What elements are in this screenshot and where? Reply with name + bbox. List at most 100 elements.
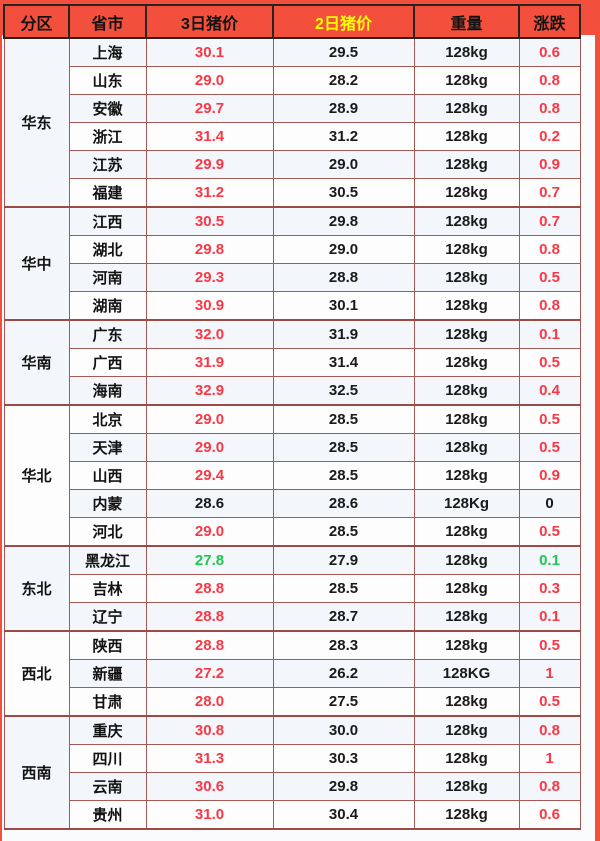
table-row: 贵州 31.0 30.4 128kg 0.6 <box>4 800 581 830</box>
price3-cell: 29.0 <box>145 433 274 462</box>
table-row: 新疆 27.2 26.2 128KG 1 <box>4 659 581 688</box>
col-header-price-day2: 2日猪价 <box>272 4 415 39</box>
table-row: 西北 陕西 28.8 28.3 128kg 0.5 <box>3 630 581 717</box>
table-row: 吉林 28.8 28.5 128kg 0.3 <box>4 574 581 603</box>
weight-cell: 128kg <box>413 66 520 95</box>
price3-cell: 28.8 <box>145 602 274 632</box>
table-row: 内蒙 28.6 28.6 128Kg 0 <box>4 489 581 518</box>
weight-cell: 128kg <box>413 263 520 292</box>
table-row: 福建 31.2 30.5 128kg 0.7 <box>4 178 581 208</box>
region-cell: 东北 <box>3 545 70 632</box>
price3-cell: 31.2 <box>145 178 274 208</box>
price2-cell: 30.1 <box>272 291 415 321</box>
region-cell: 华南 <box>3 319 70 406</box>
price2-cell: 27.5 <box>272 687 415 717</box>
price3-cell: 29.7 <box>145 94 274 123</box>
province-cell: 河南 <box>68 263 147 292</box>
province-cell: 吉林 <box>68 574 147 603</box>
region-price-table: 分区 省市 3日猪价 2日猪价 重量 涨跌 华东 上海 30.1 29.5 128kg 0… <box>3 4 581 830</box>
table-row: 天津 29.0 28.5 128kg 0.5 <box>4 433 581 462</box>
price2-cell: 30.3 <box>272 744 415 773</box>
change-cell: 0.7 <box>518 178 581 208</box>
province-cell: 江西 <box>68 206 147 236</box>
col-header-weight: 重量 <box>413 4 520 39</box>
table-row: 云南 30.6 29.8 128kg 0.8 <box>4 772 581 801</box>
change-cell: 0.9 <box>518 461 581 490</box>
table-row: 江苏 29.9 29.0 128kg 0.9 <box>4 150 581 179</box>
table-row: 四川 31.3 30.3 128kg 1 <box>4 744 581 773</box>
price2-cell: 32.5 <box>272 376 415 406</box>
province-cell: 四川 <box>68 744 147 773</box>
left-red-edge <box>0 0 2 841</box>
change-cell: 0.7 <box>518 206 581 236</box>
price2-cell: 29.8 <box>272 772 415 801</box>
change-cell: 0.5 <box>518 404 581 434</box>
price2-cell: 29.5 <box>272 37 415 67</box>
weight-cell: 128kg <box>413 150 520 179</box>
province-cell: 福建 <box>68 178 147 208</box>
header-row: 分区 省市 3日猪价 2日猪价 重量 涨跌 <box>3 4 581 39</box>
price3-cell: 29.0 <box>145 404 274 434</box>
change-cell: 0.6 <box>518 800 581 830</box>
price2-cell: 28.2 <box>272 66 415 95</box>
province-cell: 北京 <box>68 404 147 434</box>
province-cell: 湖南 <box>68 291 147 321</box>
weight-cell: 128kg <box>413 235 520 264</box>
price3-cell: 30.8 <box>145 715 274 745</box>
province-cell: 上海 <box>68 37 147 67</box>
weight-cell: 128kg <box>413 206 520 236</box>
price2-cell: 30.0 <box>272 715 415 745</box>
province-cell: 广西 <box>68 348 147 377</box>
weight-cell: 128kg <box>413 291 520 321</box>
price2-cell: 26.2 <box>272 659 415 688</box>
price2-cell: 28.5 <box>272 433 415 462</box>
table-row: 华北 北京 29.0 28.5 128kg 0.5 <box>3 404 581 547</box>
change-cell: 0.8 <box>518 94 581 123</box>
table-row: 华南 广东 32.0 31.9 128kg 0.1 <box>3 319 581 406</box>
weight-cell: 128kg <box>413 37 520 67</box>
col-header-price-day3: 3日猪价 <box>145 4 274 39</box>
weight-cell: 128kg <box>413 630 520 660</box>
table-body: 华东 上海 30.1 29.5 128kg 0.6 山东 29.0 28.2 128kg 0.8 安徽… <box>3 37 581 830</box>
table-row: 山东 29.0 28.2 128kg 0.8 <box>4 66 581 95</box>
price3-cell: 29.0 <box>145 66 274 95</box>
change-cell: 0.5 <box>518 517 581 547</box>
price3-cell: 29.4 <box>145 461 274 490</box>
weight-cell: 128kg <box>413 376 520 406</box>
price3-cell: 29.3 <box>145 263 274 292</box>
weight-cell: 128kg <box>413 715 520 745</box>
province-cell: 甘肃 <box>68 687 147 717</box>
price3-cell: 32.0 <box>145 319 274 349</box>
region-cell: 华东 <box>3 37 70 208</box>
price2-cell: 30.4 <box>272 800 415 830</box>
weight-cell: 128kg <box>413 404 520 434</box>
table-row: 浙江 31.4 31.2 128kg 0.2 <box>4 122 581 151</box>
change-cell: 1 <box>518 744 581 773</box>
province-cell: 湖北 <box>68 235 147 264</box>
change-cell: 0.8 <box>518 66 581 95</box>
price3-cell: 28.8 <box>145 574 274 603</box>
weight-cell: 128kg <box>413 602 520 632</box>
price2-cell: 28.5 <box>272 517 415 547</box>
table-row: 山西 29.4 28.5 128kg 0.9 <box>4 461 581 490</box>
province-cell: 天津 <box>68 433 147 462</box>
table-row: 安徽 29.7 28.9 128kg 0.8 <box>4 94 581 123</box>
change-cell: 0.2 <box>518 122 581 151</box>
price3-cell: 30.6 <box>145 772 274 801</box>
table-row: 海南 32.9 32.5 128kg 0.4 <box>4 376 581 406</box>
region-cell: 华北 <box>3 404 70 547</box>
table-row: 辽宁 28.8 28.7 128kg 0.1 <box>4 602 581 632</box>
province-cell: 广东 <box>68 319 147 349</box>
price3-cell: 28.6 <box>145 489 274 518</box>
weight-cell: 128kg <box>413 319 520 349</box>
change-cell: 0.8 <box>518 235 581 264</box>
weight-cell: 128kg <box>413 800 520 830</box>
province-cell: 贵州 <box>68 800 147 830</box>
change-cell: 0.5 <box>518 687 581 717</box>
change-cell: 0.5 <box>518 433 581 462</box>
price3-cell: 32.9 <box>145 376 274 406</box>
price2-cell: 28.5 <box>272 461 415 490</box>
table-row: 湖北 29.8 29.0 128kg 0.8 <box>4 235 581 264</box>
weight-cell: 128kg <box>413 348 520 377</box>
change-cell: 0.1 <box>518 602 581 632</box>
